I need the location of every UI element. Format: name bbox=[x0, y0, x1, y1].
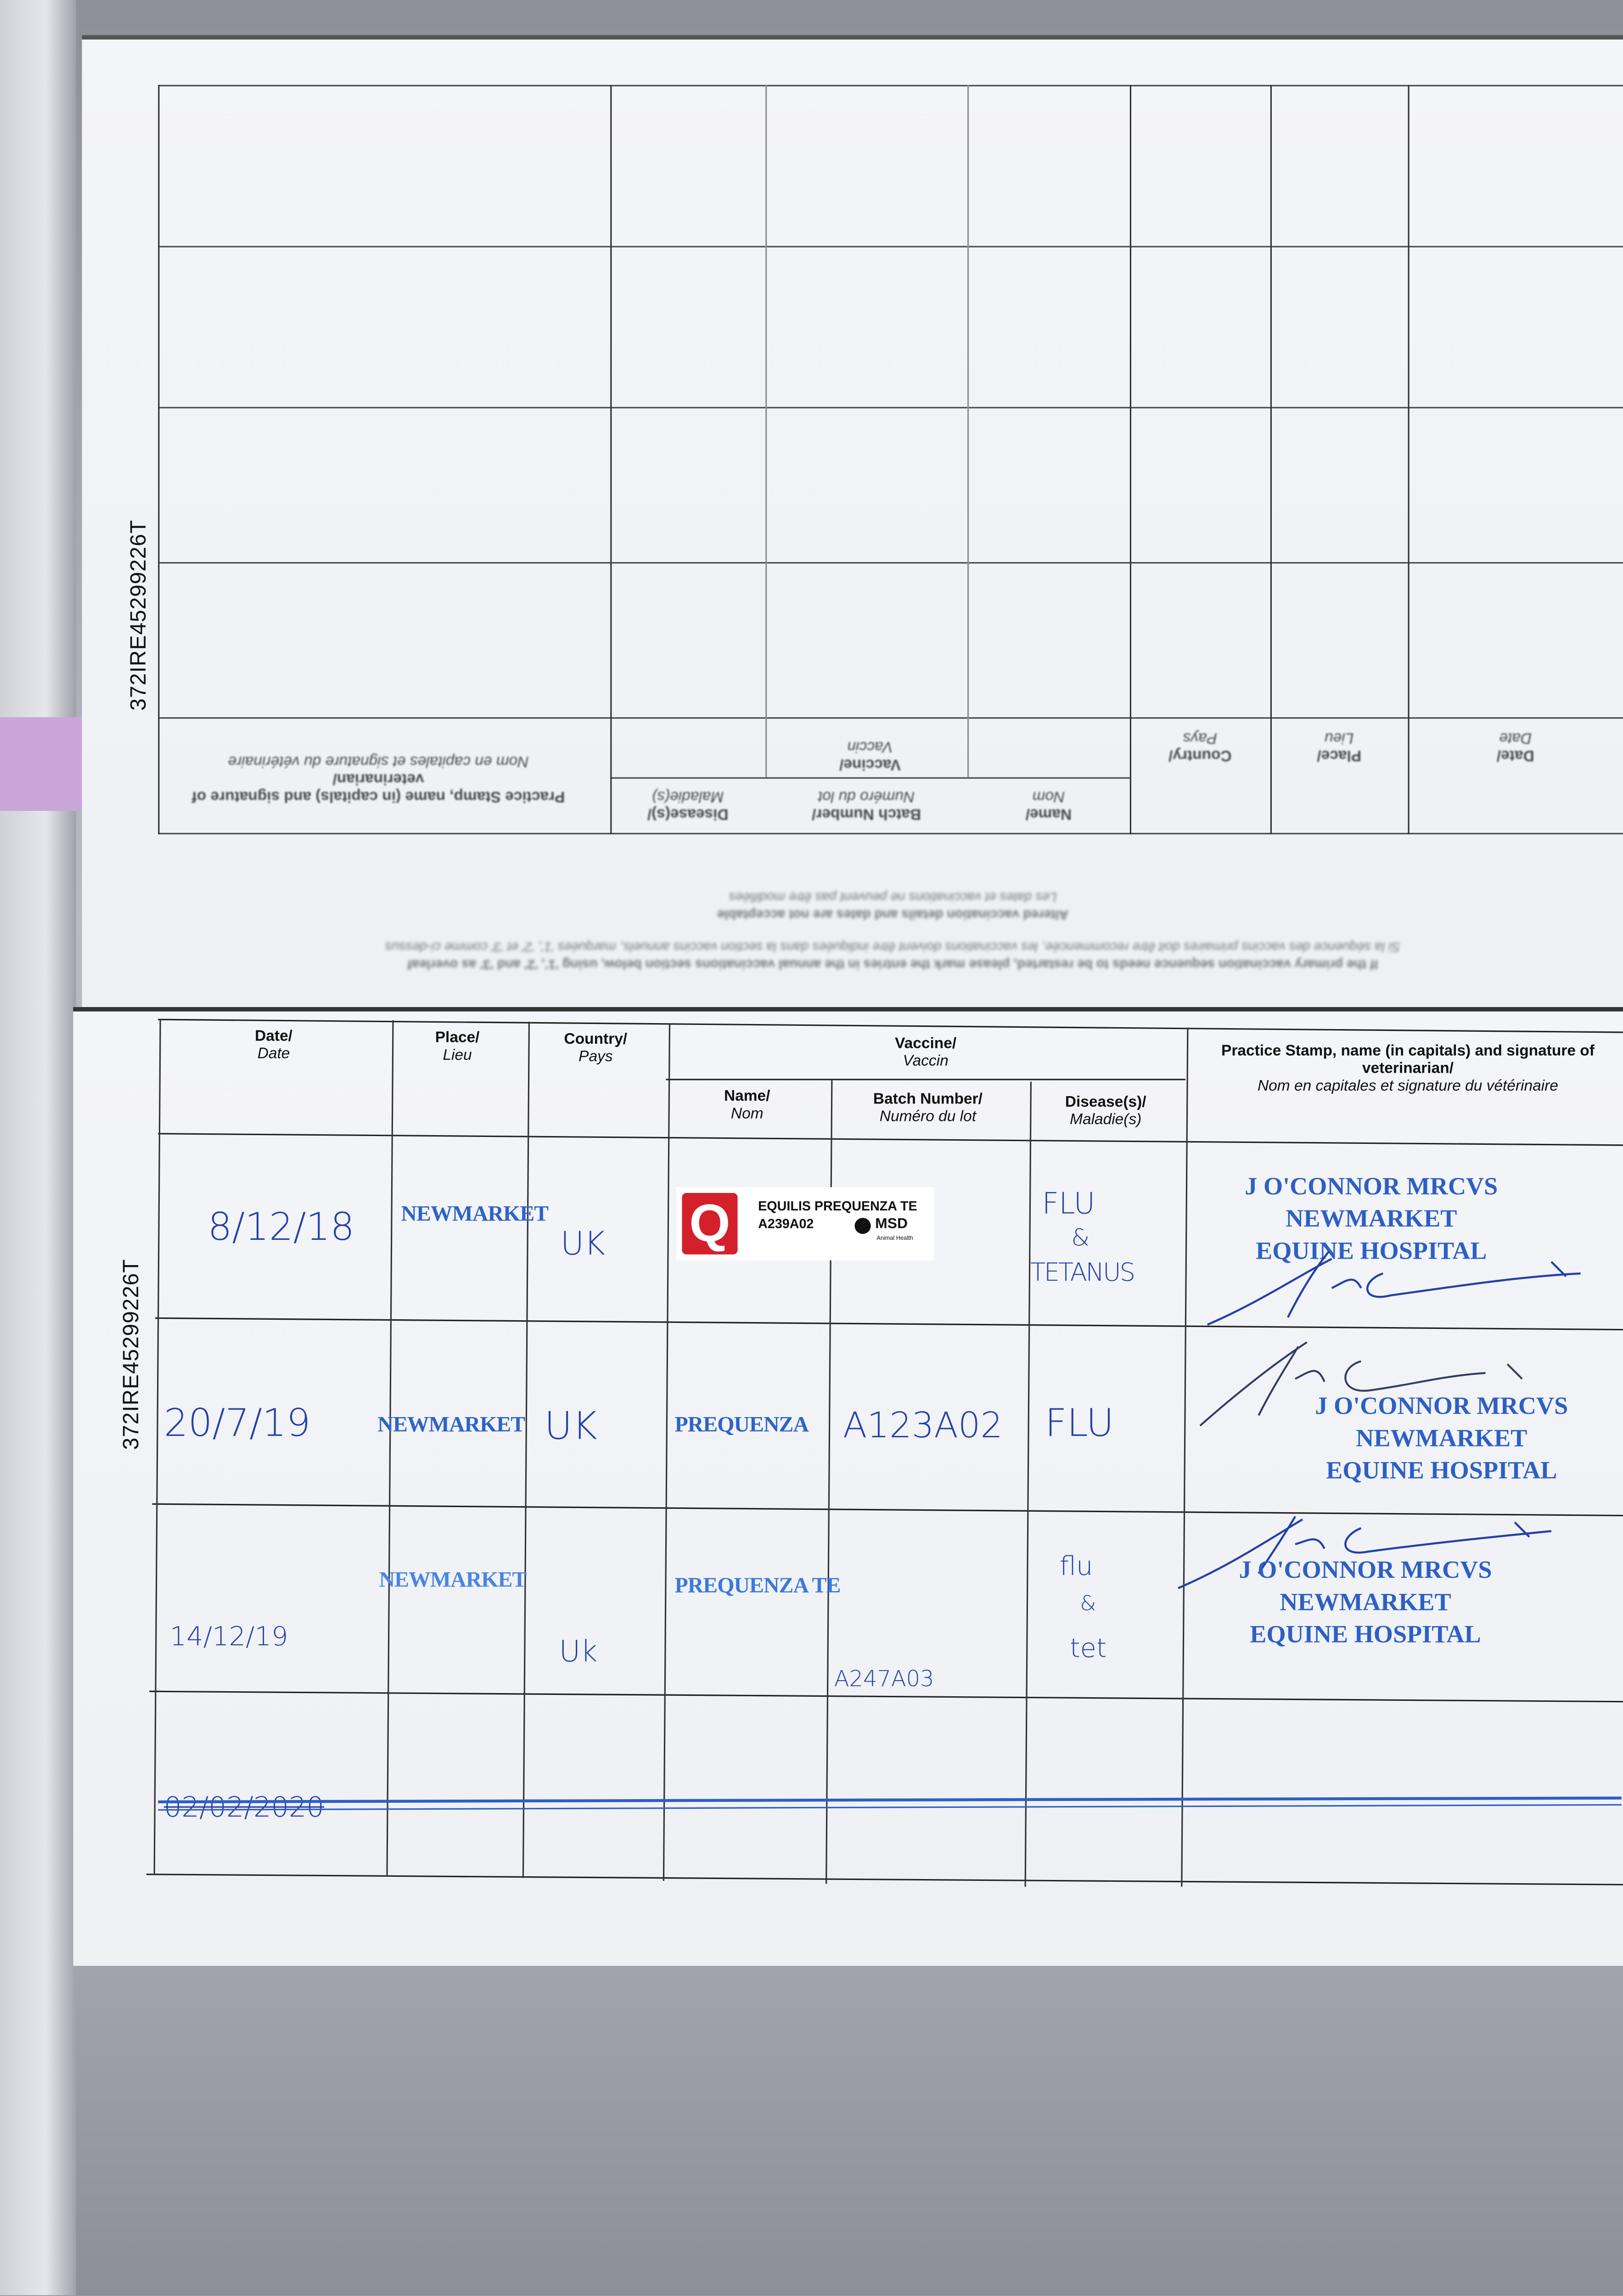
row2-vaccine-name: PREQUENZA bbox=[674, 1414, 809, 1438]
header-name: Name/Nom bbox=[666, 1087, 828, 1123]
upper-header-vaccine: Vaccine/ bbox=[839, 755, 901, 773]
passport-id-lower: 372IRE45299226T bbox=[119, 1259, 144, 1450]
row3-place: NEWMARKET bbox=[379, 1569, 527, 1593]
upper-header-vet: Practice Stamp, name (in capitals) and s… bbox=[191, 770, 565, 805]
row2-date: 20/7/19 bbox=[164, 1402, 311, 1446]
row3-date: 14/12/19 bbox=[169, 1621, 288, 1653]
note-altered-fr: Les dates et vaccinations ne peuvent pas… bbox=[729, 890, 1057, 905]
upper-header-vet-fr: Nom en capitales et signature du vétérin… bbox=[228, 752, 529, 770]
header-place: Place/Lieu bbox=[389, 1029, 525, 1064]
header-country-label-fr: Pays bbox=[578, 1048, 613, 1066]
vaccine-sticker-label: Q EQUILIS PREQUENZA TE A239A02 MSD Anima… bbox=[676, 1187, 934, 1261]
row1-vet-stamp: J O'CONNOR MRCVS NEWMARKET EQUINE HOSPIT… bbox=[1203, 1171, 1539, 1267]
msd-logo-icon bbox=[854, 1218, 871, 1234]
header-name-label: Name/ bbox=[724, 1087, 770, 1105]
row1-disease-2: & bbox=[1071, 1223, 1090, 1252]
row1-disease-3: TETANUS bbox=[1030, 1259, 1135, 1289]
upper-header-name-fr: Nom bbox=[1032, 787, 1065, 805]
upper-header-vaccine-fr: Vaccin bbox=[847, 737, 893, 755]
row4-date: 02/02/2020 bbox=[164, 1791, 325, 1824]
row3-disease-3: tet bbox=[1070, 1633, 1107, 1665]
upper-header-country-fr: Pays bbox=[1183, 729, 1218, 747]
row1-place: NEWMARKET bbox=[401, 1203, 549, 1227]
header-vaccine-label-fr: Vaccin bbox=[903, 1052, 949, 1070]
header-disease-label-fr: Maladie(s) bbox=[1070, 1111, 1142, 1129]
sticker-brand: MSD bbox=[875, 1216, 908, 1232]
row3-vet-stamp: J O'CONNOR MRCVS NEWMARKET EQUINE HOSPIT… bbox=[1212, 1554, 1519, 1651]
header-batch-label: Batch Number/ bbox=[873, 1090, 983, 1109]
note-restart-en: If the primary vaccination sequence need… bbox=[407, 957, 1378, 972]
row1-date: 8/12/18 bbox=[208, 1206, 355, 1250]
row1-disease-1: FLU bbox=[1042, 1185, 1095, 1221]
header-country-label: Country/ bbox=[564, 1030, 628, 1048]
upper-header-name: Name/ bbox=[1025, 805, 1072, 823]
upper-header-batch-fr: Numéro du lot bbox=[818, 787, 915, 805]
header-vaccine-label: Vaccine/ bbox=[895, 1035, 957, 1052]
upper-page bbox=[82, 35, 1623, 1009]
row1-signature bbox=[1207, 1251, 1581, 1326]
header-place-label: Place/ bbox=[435, 1029, 480, 1047]
header-vet-label-fr: Nom en capitales et signature du vétérin… bbox=[1257, 1077, 1558, 1095]
header-date-label: Date/ bbox=[255, 1027, 293, 1045]
row1-country: UK bbox=[560, 1227, 606, 1263]
note-altered-en: Altered vaccination details and dates ar… bbox=[717, 907, 1069, 923]
header-batch-label-fr: Numéro du lot bbox=[879, 1108, 977, 1126]
upper-page-notes: If the primary vaccination sequence need… bbox=[234, 856, 1551, 974]
header-disease-label: Disease(s)/ bbox=[1065, 1093, 1146, 1111]
upper-header-disease-fr: Maladie(s) bbox=[652, 787, 724, 805]
vet-name: J O'CONNOR MRCVS bbox=[1315, 1392, 1568, 1420]
upper-header-country: Country/ bbox=[1168, 746, 1232, 764]
header-country: Country/Pays bbox=[525, 1030, 666, 1066]
sticker-batch: A239A02 bbox=[758, 1216, 814, 1231]
upper-table-header-rotated: Date/Date Place/Lieu Country/Pays Vaccin… bbox=[158, 717, 1623, 834]
row3-disease-2: & bbox=[1080, 1593, 1096, 1616]
vet-name: J O'CONNOR MRCVS bbox=[1239, 1556, 1492, 1584]
row2-batch: A123A02 bbox=[843, 1405, 1003, 1446]
row2-place: NEWMARKET bbox=[377, 1414, 525, 1438]
header-vaccine: Vaccine/Vaccin bbox=[666, 1035, 1185, 1070]
row3-country: Uk bbox=[559, 1633, 598, 1669]
header-vet-label: Practice Stamp, name (in capitals) and s… bbox=[1221, 1042, 1595, 1078]
row3-disease-1: flu bbox=[1059, 1551, 1093, 1582]
upper-header-date-fr: Date bbox=[1499, 729, 1532, 747]
row3-signature bbox=[1178, 1516, 1552, 1589]
q-logo-icon: Q bbox=[682, 1193, 738, 1255]
row3-vaccine-name: PREQUENZA TE bbox=[674, 1575, 841, 1598]
sticker-brand-sub: Animal Health bbox=[876, 1234, 913, 1242]
vet-practice: EQUINE HOSPITAL bbox=[1256, 1237, 1487, 1265]
row2-disease: FLU bbox=[1045, 1402, 1114, 1446]
vet-practice: EQUINE HOSPITAL bbox=[1326, 1456, 1557, 1485]
vet-town: NEWMARKET bbox=[1356, 1424, 1528, 1452]
note-restart-fr: Si la séquence des vaccins primaires doi… bbox=[385, 940, 1401, 955]
header-place-label-fr: Lieu bbox=[443, 1047, 472, 1064]
header-name-label-fr: Nom bbox=[730, 1105, 764, 1123]
header-date-label-fr: Date bbox=[257, 1045, 290, 1063]
sticker-product: EQUILIS PREQUENZA TE bbox=[758, 1199, 917, 1214]
row2-signature bbox=[1199, 1341, 1523, 1427]
upper-header-batch: Batch Number/ bbox=[812, 805, 921, 823]
vet-name: J O'CONNOR MRCVS bbox=[1245, 1172, 1498, 1200]
row2-country: UK bbox=[544, 1405, 597, 1449]
upper-header-disease: Disease(s)/ bbox=[647, 805, 729, 823]
vet-town: NEWMARKET bbox=[1280, 1588, 1451, 1616]
header-batch: Batch Number/Numéro du lot bbox=[828, 1091, 1028, 1126]
pink-page-tab bbox=[0, 717, 82, 811]
upper-header-place: Place/ bbox=[1317, 746, 1362, 764]
passport-id-upper: 372IRE45299226T bbox=[126, 519, 152, 711]
binding-edge bbox=[0, 0, 76, 2296]
header-date: Date/Date bbox=[158, 1028, 389, 1063]
header-disease: Disease(s)/Maladie(s) bbox=[1028, 1093, 1184, 1129]
header-vet: Practice Stamp, name (in capitals) and s… bbox=[1193, 1042, 1623, 1095]
upper-header-date: Date/ bbox=[1496, 746, 1534, 764]
upper-header-place-fr: Lieu bbox=[1325, 729, 1354, 747]
row3-batch: A247A03 bbox=[834, 1666, 934, 1692]
vet-town: NEWMARKET bbox=[1286, 1204, 1457, 1232]
row2-vet-stamp: J O'CONNOR MRCVS NEWMARKET EQUINE HOSPIT… bbox=[1288, 1390, 1595, 1487]
vet-practice: EQUINE HOSPITAL bbox=[1250, 1620, 1481, 1649]
